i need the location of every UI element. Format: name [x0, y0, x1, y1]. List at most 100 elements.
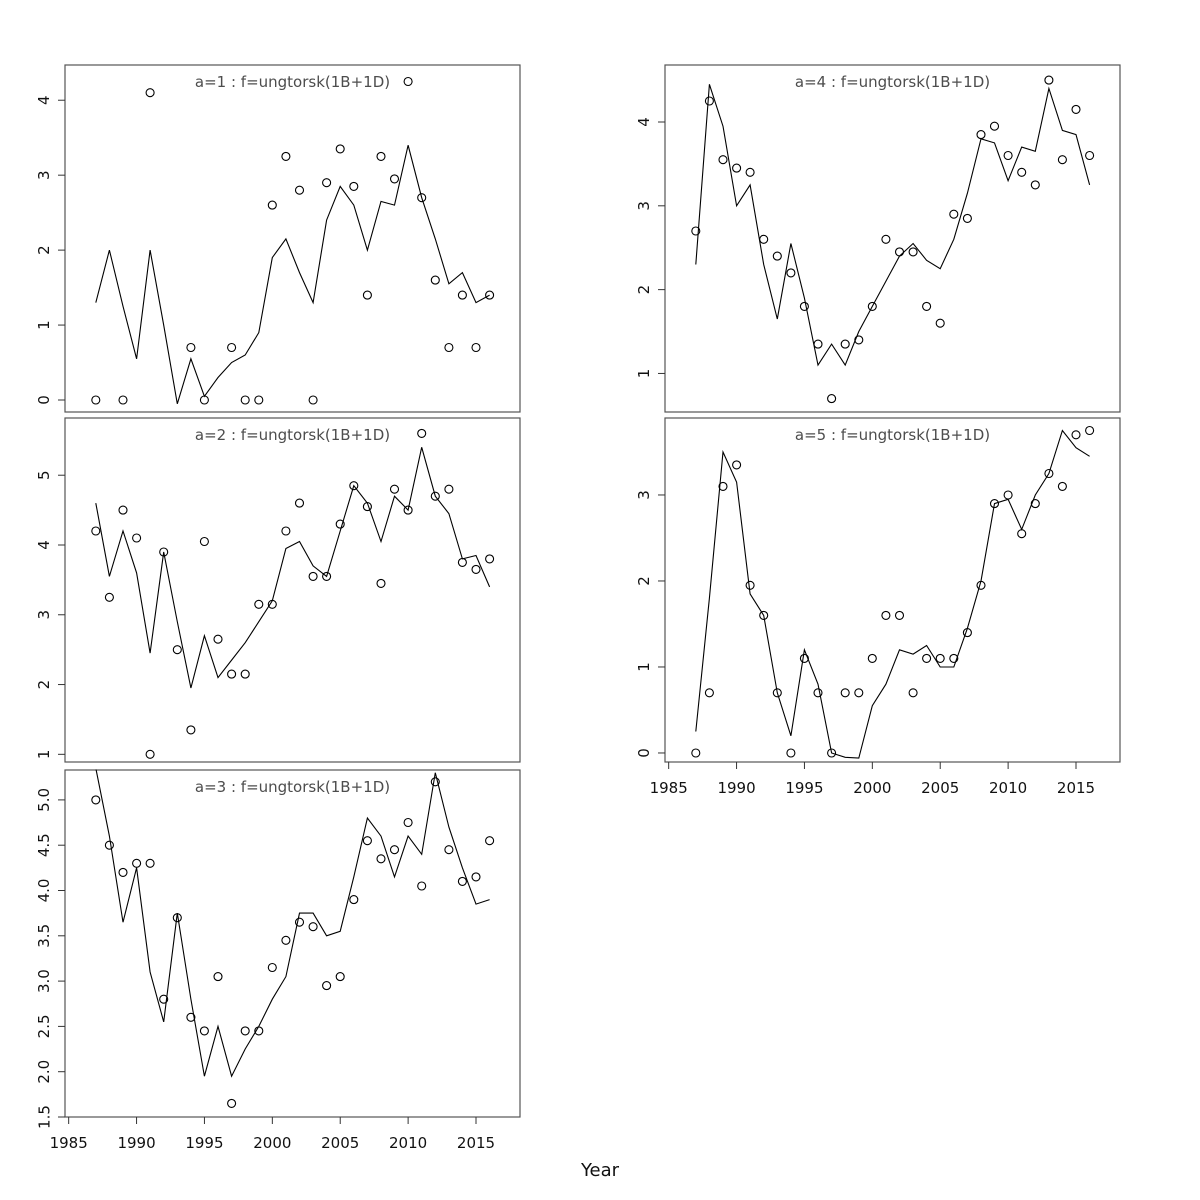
obs-point-a5	[1044, 468, 1054, 479]
y-tick-label-a2: 4	[35, 540, 53, 550]
obs-point-a3	[227, 1098, 237, 1108]
obs-point-a4	[1085, 150, 1095, 161]
obs-point-a3	[430, 777, 440, 787]
obs-point-a3	[254, 1026, 264, 1036]
obs-point-a5	[894, 610, 905, 620]
obs-point-a4	[691, 226, 701, 236]
obs-point-a2	[213, 634, 223, 644]
panel-title-a4: a=4 : f=ungtorsk(1B+1D)	[794, 73, 991, 91]
obs-point-a3	[186, 1012, 196, 1022]
obs-point-a4	[1003, 150, 1013, 161]
obs-point-a5	[1017, 529, 1027, 539]
obs-point-a1	[403, 76, 413, 87]
obs-point-a4	[732, 163, 742, 173]
obs-point-a1	[471, 342, 481, 353]
obs-point-a2	[145, 749, 155, 759]
obs-point-a1	[430, 275, 440, 285]
obs-point-a5	[962, 628, 972, 638]
y-tick-label-a3: 4.0	[35, 879, 53, 903]
obs-point-a4	[813, 339, 823, 349]
obs-point-a1	[389, 174, 400, 184]
y-tick-label-a2: 1	[35, 750, 53, 760]
obs-point-a2	[227, 669, 237, 679]
obs-point-a2	[267, 599, 277, 609]
x-tick-label-a3: 2015	[457, 1134, 495, 1152]
x-tick-label-a5: 2000	[853, 779, 891, 797]
obs-point-a2	[254, 599, 264, 609]
obs-point-a5	[881, 610, 891, 620]
obs-point-a3	[444, 845, 454, 855]
obs-point-a5	[1057, 481, 1067, 491]
obs-point-a1	[335, 144, 345, 154]
obs-point-a4	[854, 335, 864, 345]
obs-point-a3	[281, 935, 291, 945]
obs-point-a1	[485, 290, 495, 300]
panel-title-a1: a=1 : f=ungtorsk(1B+1D)	[194, 73, 391, 91]
obs-point-a5	[827, 748, 837, 758]
obs-point-a3	[213, 972, 223, 982]
obs-point-a3	[376, 854, 386, 864]
obs-point-a2	[91, 526, 101, 536]
y-tick-label-a3: 2.5	[35, 1014, 53, 1038]
obs-point-a2	[457, 557, 467, 567]
panel-frame-a1	[64, 64, 521, 413]
panel-frame-a3	[64, 769, 521, 1118]
obs-point-a5	[759, 610, 769, 620]
fit-line-a2	[95, 447, 491, 689]
obs-point-a2	[186, 725, 196, 735]
obs-point-a5	[840, 688, 850, 698]
obs-point-a3	[417, 881, 427, 891]
obs-point-a4	[1057, 155, 1067, 165]
obs-point-a4	[759, 234, 769, 244]
obs-point-a2	[199, 536, 209, 547]
obs-point-a1	[376, 151, 386, 161]
obs-point-a3	[485, 836, 495, 846]
obs-point-a1	[362, 290, 372, 300]
obs-point-a2	[308, 571, 318, 581]
obs-point-a5	[745, 580, 755, 590]
y-tick-label-a3: 2.0	[35, 1060, 53, 1084]
x-tick-label-a5: 2010	[989, 779, 1027, 797]
fit-line-a1	[95, 145, 490, 404]
x-tick-label-a5: 1990	[717, 779, 755, 797]
obs-point-a3	[389, 845, 400, 855]
obs-point-a2	[362, 502, 372, 512]
obs-point-a4	[922, 301, 932, 311]
obs-point-a2	[417, 428, 427, 438]
obs-point-a2	[240, 669, 250, 679]
y-tick-label-a1: 3	[35, 170, 53, 180]
obs-point-a4	[840, 339, 850, 349]
obs-point-a3	[104, 840, 114, 850]
obs-point-a1	[254, 395, 264, 405]
y-tick-label-a2: 5	[35, 470, 53, 480]
y-tick-label-a4: 1	[635, 369, 653, 379]
obs-point-a1	[145, 88, 155, 98]
obs-point-a1	[118, 395, 128, 405]
y-tick-label-a3: 5.0	[35, 788, 53, 812]
obs-point-a4	[1030, 180, 1040, 190]
obs-point-a4	[908, 247, 918, 257]
obs-point-a2	[322, 571, 332, 581]
obs-point-a2	[118, 505, 128, 515]
y-tick-label-a4: 4	[635, 117, 653, 127]
y-tick-label-a1: 1	[35, 320, 53, 330]
obs-point-a4	[799, 301, 809, 311]
obs-point-a5	[704, 688, 714, 698]
obs-point-a5	[989, 499, 1000, 509]
obs-point-a4	[827, 394, 837, 404]
obs-point-a1	[91, 395, 101, 405]
obs-point-a3	[362, 836, 372, 846]
obs-point-a5	[691, 748, 701, 758]
obs-point-a3	[349, 895, 359, 905]
obs-point-a4	[704, 96, 714, 106]
obs-point-a3	[240, 1026, 250, 1036]
obs-point-a5	[1030, 499, 1040, 509]
obs-point-a2	[430, 491, 440, 501]
obs-point-a1	[267, 200, 277, 210]
obs-point-a3	[294, 917, 305, 927]
panel-title-a5: a=5 : f=ungtorsk(1B+1D)	[794, 426, 991, 444]
fit-line-a5	[695, 429, 1090, 759]
obs-point-a3	[145, 858, 155, 868]
